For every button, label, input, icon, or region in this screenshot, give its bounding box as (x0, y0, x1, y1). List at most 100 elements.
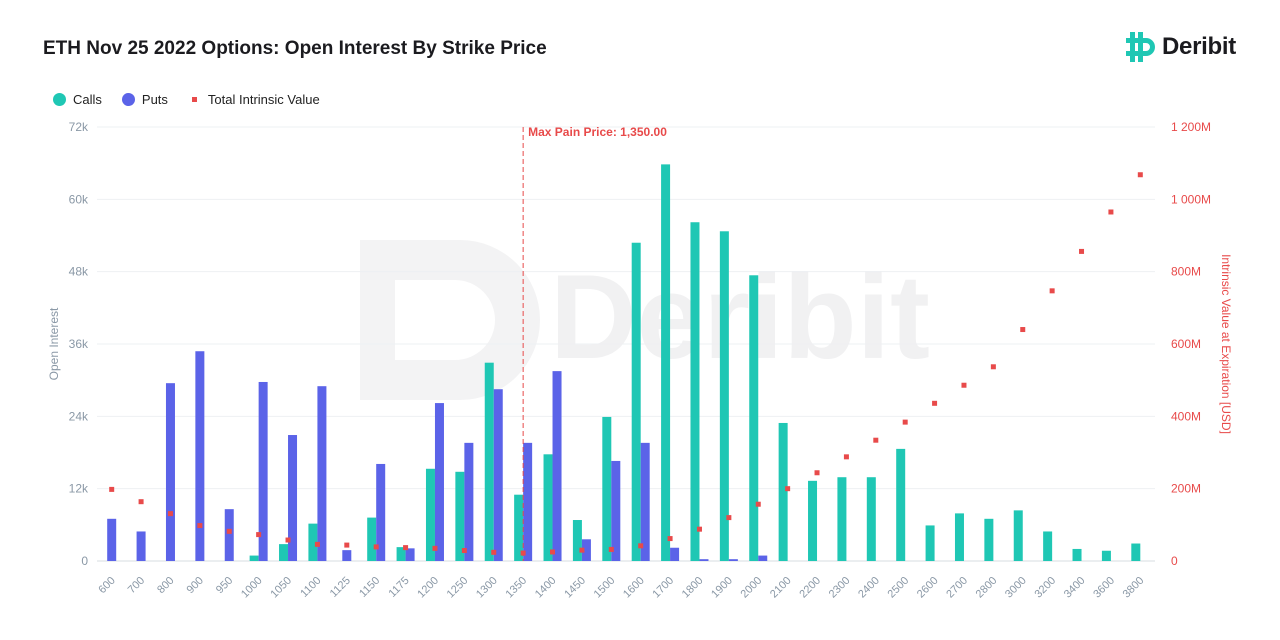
legend-label-puts: Puts (141, 92, 168, 107)
intrinsic-value-point (1108, 209, 1114, 215)
intrinsic-value-point (109, 486, 115, 492)
intrinsic-value-point (579, 547, 585, 553)
calls-bar (1013, 510, 1023, 561)
calls-bar (514, 494, 524, 561)
y-left-tick-label: 24k (69, 409, 89, 423)
puts-bar (581, 539, 591, 561)
calls-bar (749, 275, 759, 561)
x-tick-label: 1350 (503, 575, 529, 601)
watermark-text: Deribit (550, 250, 930, 384)
calls-bar (396, 547, 406, 561)
calls-bar (572, 520, 582, 561)
puts-bar (195, 351, 205, 561)
calls-bar (279, 544, 289, 561)
puts-bar (434, 403, 444, 561)
puts-bar (258, 381, 268, 561)
x-tick-label: 2200 (797, 575, 823, 601)
deribit-logo-icon (1126, 32, 1155, 62)
y-right-axis-title: Intrinsic Value at Expiration [USD] (1219, 254, 1233, 434)
calls-bar (602, 416, 612, 561)
puts-bar (224, 509, 234, 561)
y-right-tick-label: 800M (1171, 265, 1201, 279)
calls-bar (954, 513, 964, 561)
x-tick-label: 1450 (562, 575, 588, 601)
y-right-tick-label: 400M (1171, 409, 1201, 423)
puts-bar (758, 555, 768, 561)
calls-bar (808, 480, 818, 561)
x-tick-label: 1175 (386, 575, 411, 600)
calls-bar (925, 525, 935, 561)
puts-bar (699, 559, 709, 561)
intrinsic-value-point (167, 511, 173, 517)
calls-bar (866, 477, 876, 561)
calls-bar (367, 517, 377, 561)
intrinsic-value-point (902, 419, 908, 425)
calls-bar (690, 222, 700, 561)
x-tick-label: 1150 (357, 575, 382, 600)
intrinsic-value-point (138, 499, 144, 505)
calls-bar (896, 448, 906, 561)
calls-bar (778, 422, 788, 561)
x-tick-label: 2000 (739, 575, 765, 601)
intrinsic-value-point (226, 528, 232, 534)
x-tick-label: 1000 (239, 575, 265, 601)
intrinsic-value-point (256, 532, 262, 538)
calls-bar (249, 555, 259, 561)
y-left-tick-label: 72k (69, 120, 89, 134)
puts-bar (670, 547, 680, 561)
calls-bar (1072, 548, 1082, 561)
calls-bar (661, 164, 671, 561)
intrinsic-value-point (1020, 327, 1026, 333)
x-tick-label: 3200 (1032, 575, 1058, 601)
legend-label-calls: Calls (73, 92, 102, 107)
intrinsic-value-point (814, 470, 820, 476)
puts-bar (552, 371, 562, 561)
puts-bar (107, 518, 117, 561)
calls-bar (1101, 550, 1111, 561)
x-tick-label: 1100 (298, 575, 323, 600)
legend-label-intrinsic: Total Intrinsic Value (207, 92, 320, 107)
y-right-tick-label: 1 200M (1171, 120, 1211, 134)
y-left-tick-label: 48k (69, 265, 89, 279)
intrinsic-value-point (873, 437, 879, 443)
puts-bar (728, 559, 738, 561)
x-tick-label: 900 (185, 575, 206, 596)
x-tick-label: 1125 (328, 575, 353, 600)
intrinsic-value-point (373, 544, 379, 550)
x-tick-label: 1200 (415, 575, 441, 601)
legend-item-puts[interactable]: Puts (121, 92, 168, 107)
intrinsic-value-point (608, 546, 614, 552)
intrinsic-value-point (550, 549, 556, 555)
x-tick-label: 1400 (533, 575, 559, 601)
y-right-tick-label: 0 (1171, 554, 1178, 568)
calls-bar (1131, 543, 1141, 561)
intrinsic-value-point (403, 545, 409, 551)
intrinsic-value-point (961, 382, 967, 388)
x-tick-label: 1700 (650, 575, 676, 601)
y-left-tick-label: 60k (69, 192, 89, 206)
intrinsic-value-point (461, 548, 467, 554)
intrinsic-value-point (1049, 288, 1055, 294)
x-tick-label: 2100 (768, 575, 794, 601)
x-tick-label: 2500 (886, 575, 912, 601)
x-tick-label: 2400 (856, 575, 882, 601)
calls-swatch (53, 93, 66, 106)
puts-bar (376, 463, 386, 561)
y-right-tick-label: 600M (1171, 337, 1201, 351)
intrinsic-value-point (755, 501, 761, 507)
y-left-axis-title: Open Interest (47, 307, 61, 380)
legend-item-intrinsic[interactable]: Total Intrinsic Value (188, 92, 320, 107)
intrinsic-value-point (726, 515, 732, 521)
intrinsic-value-point (491, 549, 497, 555)
calls-bar (425, 468, 435, 561)
puts-bar (523, 442, 533, 561)
intrinsic-value-point (432, 545, 438, 551)
y-left-tick-label: 36k (69, 337, 89, 351)
x-tick-label: 1800 (680, 575, 706, 601)
chart-legend: Calls Puts Total Intrinsic Value (53, 92, 340, 107)
intrinsic-value-point (197, 523, 203, 529)
legend-item-calls[interactable]: Calls (53, 92, 102, 107)
calls-bar (308, 523, 318, 561)
x-tick-label: 600 (96, 575, 117, 596)
puts-bar (136, 531, 146, 561)
